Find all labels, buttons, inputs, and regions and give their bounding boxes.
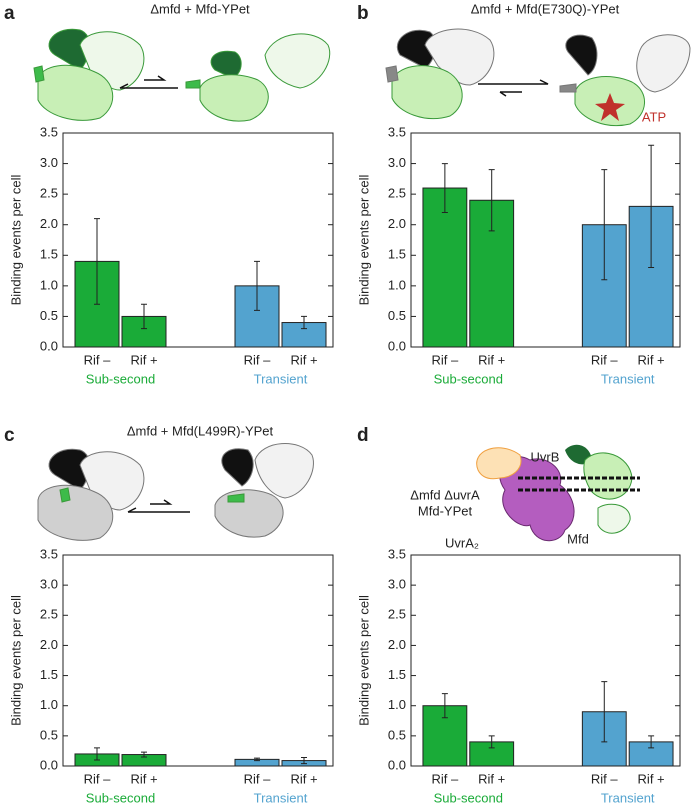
y-tick-label: 1.0 — [40, 277, 58, 292]
annotation: Mfd — [567, 531, 589, 546]
x-tick-label: Rif – — [244, 771, 272, 786]
annotation: ATP — [642, 109, 666, 124]
chart-title: Mfd-YPet — [418, 503, 473, 518]
y-tick-label: 3.5 — [40, 546, 58, 561]
error-bar — [94, 747, 100, 761]
y-tick-label: 1.0 — [388, 697, 406, 712]
panel-label: b — [357, 3, 369, 24]
y-tick-label: 3.0 — [388, 155, 406, 170]
y-tick-label: 0.5 — [40, 308, 58, 323]
y-tick-label: 1.5 — [388, 667, 406, 682]
y-tick-label: 2.0 — [40, 216, 58, 231]
y-tick-label: 2.5 — [40, 607, 58, 622]
y-axis-label: Binding events per cell — [8, 595, 23, 726]
x-tick-label: Rif + — [130, 352, 157, 367]
cartoon-c — [37, 443, 314, 541]
panel-label: d — [357, 425, 369, 446]
annotation: UvrA₂ — [445, 535, 479, 550]
y-tick-label: 0.5 — [388, 308, 406, 323]
y-tick-label: 3.0 — [40, 155, 58, 170]
error-bar — [488, 169, 495, 232]
y-tick-label: 2.0 — [388, 637, 406, 652]
plot-frame — [410, 132, 681, 348]
chart-title: Δmfd ΔuvrA — [410, 487, 480, 502]
error-bar — [141, 751, 147, 758]
error-bar — [141, 303, 147, 330]
x-tick-label: Rif – — [84, 352, 112, 367]
y-tick-label: 2.5 — [388, 186, 406, 201]
group-label: Transient — [254, 371, 308, 386]
y-tick-label: 1.5 — [388, 247, 406, 262]
y-tick-label: 0.0 — [40, 338, 58, 353]
y-tick-label: 3.0 — [388, 577, 406, 592]
cartoon-b — [385, 28, 691, 127]
group-label: Sub-second — [434, 371, 503, 386]
group-label: Sub-second — [86, 371, 155, 386]
error-bar — [254, 757, 260, 762]
group-label: Sub-second — [434, 790, 503, 805]
x-tick-label: Rif + — [638, 352, 665, 367]
x-tick-label: Rif – — [432, 771, 460, 786]
error-bar — [441, 163, 448, 213]
chart-title: Δmfd + Mfd(L499R)-YPet — [127, 423, 274, 438]
y-tick-label: 3.0 — [40, 577, 58, 592]
x-tick-label: Rif – — [84, 771, 112, 786]
y-tick-label: 0.5 — [388, 727, 406, 742]
chart-title: Δmfd + Mfd(E730Q)-YPet — [471, 1, 620, 16]
plot-frame — [62, 132, 334, 348]
y-tick-label: 2.5 — [40, 186, 58, 201]
group-label: Transient — [601, 790, 655, 805]
error-bar — [488, 735, 495, 749]
x-tick-label: Rif + — [638, 771, 665, 786]
plot-frame — [410, 554, 681, 767]
cartoon-d — [476, 444, 640, 542]
x-tick-label: Rif – — [432, 352, 460, 367]
error-bar — [648, 144, 655, 269]
error-bar — [254, 260, 260, 311]
x-tick-label: Rif – — [244, 352, 272, 367]
y-tick-label: 1.0 — [388, 277, 406, 292]
y-axis-label: Binding events per cell — [8, 174, 23, 305]
y-tick-label: 3.5 — [388, 546, 406, 561]
error-bar — [601, 681, 608, 743]
y-tick-label: 3.5 — [40, 124, 58, 139]
plot-frame — [62, 554, 334, 767]
y-tick-label: 0.0 — [388, 757, 406, 772]
y-tick-label: 1.0 — [40, 697, 58, 712]
group-label: Transient — [254, 790, 308, 805]
x-tick-label: Rif + — [478, 771, 505, 786]
x-tick-label: Rif + — [130, 771, 157, 786]
cartoon-a — [33, 28, 331, 122]
error-bar — [601, 169, 608, 281]
x-tick-label: Rif – — [591, 352, 619, 367]
y-tick-label: 2.0 — [40, 637, 58, 652]
annotation: UvrB — [531, 449, 560, 464]
panel-label: a — [4, 3, 15, 24]
chart-title: Δmfd + Mfd-YPet — [150, 1, 250, 16]
y-tick-label: 3.5 — [388, 124, 406, 139]
y-tick-label: 1.5 — [40, 667, 58, 682]
y-tick-label: 0.0 — [388, 338, 406, 353]
error-bar — [648, 735, 655, 749]
y-axis-label: Binding events per cell — [356, 595, 371, 726]
y-tick-label: 2.5 — [388, 607, 406, 622]
error-bar — [301, 757, 307, 765]
x-tick-label: Rif + — [478, 352, 505, 367]
group-label: Transient — [601, 371, 655, 386]
error-bar — [301, 315, 307, 330]
group-label: Sub-second — [86, 790, 155, 805]
x-tick-label: Rif + — [290, 771, 317, 786]
panel-label: c — [4, 425, 15, 446]
x-tick-label: Rif + — [290, 352, 317, 367]
error-bar — [441, 693, 448, 719]
bar — [422, 187, 468, 348]
y-tick-label: 1.5 — [40, 247, 58, 262]
error-bar — [94, 218, 100, 305]
y-axis-label: Binding events per cell — [356, 174, 371, 305]
y-tick-label: 2.0 — [388, 216, 406, 231]
y-tick-label: 0.0 — [40, 757, 58, 772]
x-tick-label: Rif – — [591, 771, 619, 786]
y-tick-label: 0.5 — [40, 727, 58, 742]
